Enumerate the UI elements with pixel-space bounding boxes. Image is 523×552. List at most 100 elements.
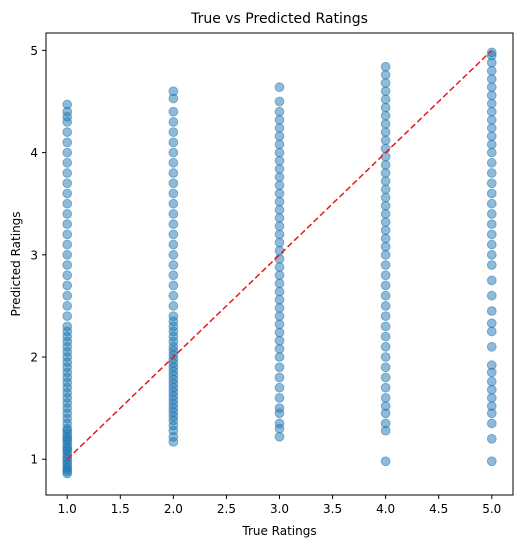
data-point [380, 393, 391, 403]
data-point [274, 114, 285, 125]
data-point [168, 260, 179, 270]
data-point [274, 327, 285, 338]
data-point [274, 237, 285, 248]
data-point [380, 260, 391, 270]
data-point [486, 123, 497, 133]
data-point [380, 270, 391, 281]
x-tick-label: 4.0 [376, 502, 395, 516]
data-point [486, 384, 497, 395]
data-point [486, 393, 497, 403]
data-point [486, 198, 497, 209]
data-point [380, 110, 391, 121]
data-point [380, 192, 391, 203]
data-point [274, 270, 285, 281]
x-tick-label: 1.5 [111, 502, 130, 516]
data-point [486, 82, 497, 93]
data-point [486, 376, 497, 387]
data-point [380, 331, 391, 342]
data-point [62, 137, 73, 148]
data-point [486, 219, 497, 230]
data-point [486, 209, 497, 219]
data-point [486, 147, 497, 158]
data-point [168, 229, 179, 240]
x-tick-label: 4.5 [429, 502, 448, 516]
y-tick-label: 2 [30, 351, 38, 365]
data-point [274, 262, 285, 272]
x-tick-label: 5.0 [482, 502, 501, 516]
data-point [62, 147, 73, 158]
data-point [486, 260, 497, 270]
data-point [380, 102, 391, 113]
data-point [274, 172, 285, 183]
data-point [486, 114, 497, 125]
x-axis: 1.0 1.5 2.0 2.5 3.0 3.5 4.0 4.5 5.0 [58, 495, 501, 516]
points-layer [62, 47, 497, 479]
data-point [486, 65, 497, 76]
data-point [274, 403, 285, 414]
data-point [274, 82, 285, 93]
data-point [380, 321, 391, 332]
data-point [486, 418, 497, 429]
data-point [380, 290, 391, 301]
data-point [274, 335, 285, 346]
data-point [62, 168, 73, 178]
data-point [274, 418, 285, 429]
data-point [274, 96, 285, 107]
data-point [62, 219, 73, 230]
data-point [274, 123, 285, 133]
data-point [274, 393, 285, 403]
data-point [62, 99, 73, 110]
data-point [274, 196, 285, 207]
data-point [168, 168, 179, 178]
data-point [62, 127, 73, 138]
data-point [274, 147, 285, 158]
data-point [274, 278, 285, 289]
data-point [380, 301, 391, 311]
data-point [486, 326, 497, 337]
data-point [274, 106, 285, 117]
data-point [168, 188, 179, 199]
data-point [274, 382, 285, 393]
data-point [380, 280, 391, 291]
x-tick-label: 1.0 [58, 502, 77, 516]
data-point [486, 90, 497, 101]
data-point [168, 127, 179, 138]
data-point [62, 209, 73, 219]
y-tick-label: 3 [30, 248, 38, 262]
data-point [380, 249, 391, 260]
data-point [274, 188, 285, 199]
chart-title: True vs Predicted Ratings [190, 11, 368, 27]
data-point [380, 176, 391, 187]
data-point [168, 301, 179, 311]
data-point [62, 198, 73, 209]
data-point [274, 139, 285, 150]
data-point [274, 319, 285, 330]
data-point [62, 270, 73, 281]
data-point [274, 131, 285, 142]
data-point [274, 303, 285, 313]
data-point [380, 382, 391, 393]
data-point [380, 217, 391, 227]
data-point [274, 164, 285, 174]
data-point [274, 204, 285, 215]
y-axis-label: Predicted Ratings [9, 211, 23, 316]
data-point [62, 260, 73, 270]
data-point [62, 301, 73, 311]
data-point [380, 135, 391, 146]
data-point [486, 74, 497, 84]
data-point [274, 213, 285, 223]
data-point [274, 155, 285, 166]
data-point [168, 270, 179, 281]
data-point [274, 221, 285, 232]
data-point [486, 239, 497, 250]
y-axis: 1 2 3 4 5 [30, 44, 46, 467]
data-point [380, 456, 391, 467]
data-point [274, 343, 285, 354]
data-point [168, 106, 179, 117]
data-point [380, 241, 391, 252]
data-point [486, 456, 497, 467]
x-tick-label: 2.0 [164, 502, 183, 516]
data-point [274, 229, 285, 240]
